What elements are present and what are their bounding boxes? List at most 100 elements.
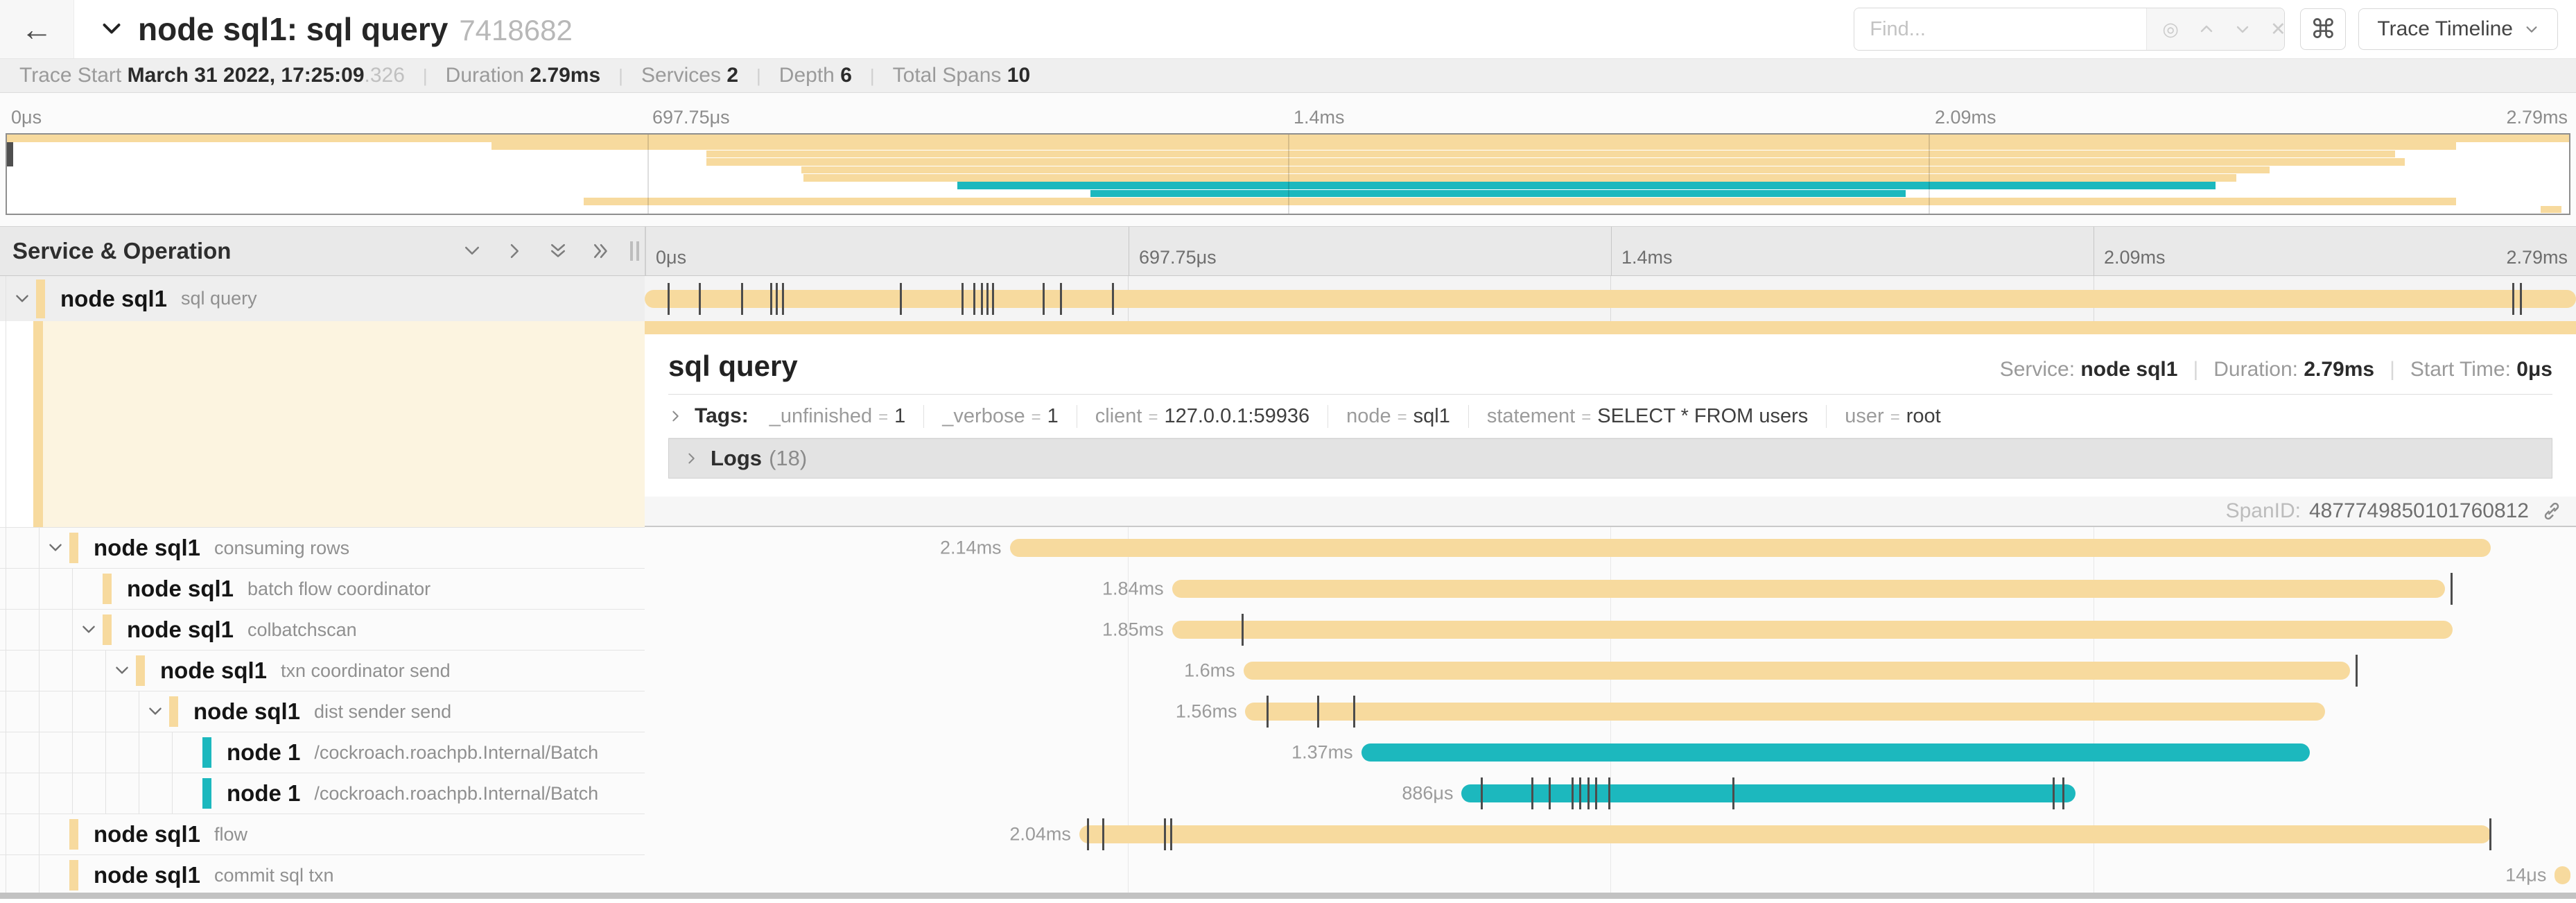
span-bar[interactable] — [1172, 579, 2445, 598]
trace-start-value: March 31 2022, 17:25:09 — [127, 64, 365, 87]
collapse-all-double-chevron-down-icon[interactable] — [548, 241, 568, 261]
span-log-tick[interactable] — [899, 282, 902, 315]
span-tree-item[interactable]: node sql1 flow — [0, 814, 645, 854]
span-service-name: node 1 — [227, 780, 301, 806]
deep-link-icon[interactable] — [2541, 501, 2562, 522]
span-duration-label: 2.14ms — [940, 537, 1002, 558]
span-tree-item[interactable]: node sql1 commit sql txn — [0, 854, 645, 895]
span-log-tick[interactable] — [1587, 777, 1590, 809]
span-log-tick[interactable] — [961, 282, 964, 315]
span-log-tick[interactable] — [2062, 777, 2064, 809]
span-log-tick[interactable] — [2356, 654, 2358, 687]
column-resizer-grip[interactable] — [630, 241, 639, 261]
span-log-tick[interactable] — [2512, 282, 2515, 315]
span-bar[interactable] — [645, 289, 2576, 308]
span-log-tick[interactable] — [1594, 777, 1597, 809]
span-log-tick[interactable] — [1608, 777, 1611, 809]
minimap-span-bar — [7, 135, 2569, 142]
tag-item: user = root — [1845, 404, 1941, 427]
span-bar[interactable] — [1245, 702, 2325, 721]
expand-all-double-chevron-right-icon[interactable] — [591, 241, 611, 261]
span-log-tick[interactable] — [1102, 818, 1105, 850]
span-log-tick[interactable] — [1732, 777, 1734, 809]
span-bar[interactable] — [1243, 661, 2351, 680]
logs-accordion[interactable]: Logs (18) — [668, 438, 2552, 479]
keyboard-shortcuts-button[interactable]: ⌘ — [2300, 8, 2347, 50]
collapse-one-chevron-down-icon[interactable] — [462, 241, 482, 261]
span-log-tick[interactable] — [781, 282, 784, 315]
span-tree-item[interactable]: node sql1 colbatchscan — [0, 609, 645, 650]
span-tree-item[interactable]: node 1/cockroach.roachpb.Internal/Batch — [0, 773, 645, 814]
clear-search-icon[interactable]: ✕ — [2270, 18, 2286, 40]
span-log-tick[interactable] — [1481, 777, 1483, 809]
span-duration-label: 886μs — [1402, 782, 1454, 803]
span-log-tick[interactable] — [1353, 695, 1356, 728]
back-button[interactable]: ← — [0, 0, 74, 58]
expand-one-chevron-right-icon[interactable] — [505, 241, 525, 261]
span-log-tick[interactable] — [986, 282, 989, 315]
span-log-tick[interactable] — [1579, 777, 1582, 809]
span-log-tick[interactable] — [2489, 818, 2491, 850]
span-tree-item[interactable]: node sql1 dist sender send — [0, 691, 645, 732]
minimap-tick-labels: 0μs 697.75μs 1.4ms 2.09ms 2.79ms — [6, 101, 2570, 133]
span-tree-item[interactable]: node 1/cockroach.roachpb.Internal/Batch — [0, 732, 645, 773]
span-log-tick[interactable] — [973, 282, 975, 315]
tags-accordion[interactable]: Tags: _unfinished = 1 _verbose = 1 client = 127.… — [668, 395, 2552, 438]
span-bar[interactable] — [1009, 538, 2491, 557]
span-log-tick[interactable] — [1112, 282, 1115, 315]
span-collapse-chevron-icon[interactable] — [8, 290, 36, 308]
span-log-tick[interactable] — [699, 282, 701, 315]
find-input[interactable] — [1854, 8, 2147, 50]
span-log-tick[interactable] — [1241, 613, 1244, 646]
next-result-chevron-down-icon[interactable] — [2234, 21, 2251, 37]
span-row: node sql1 commit sql txn 14μs — [0, 854, 2576, 895]
span-bar[interactable] — [1461, 784, 2076, 802]
span-bar[interactable] — [1079, 825, 2491, 843]
span-log-tick[interactable] — [1316, 695, 1319, 728]
trace-view-selector-button[interactable]: Trace Timeline — [2358, 8, 2558, 50]
span-log-tick[interactable] — [2450, 572, 2453, 605]
span-log-tick[interactable] — [776, 282, 778, 315]
span-log-tick[interactable] — [980, 282, 983, 315]
span-tree-item[interactable]: node sql1 txn coordinator send — [0, 650, 645, 691]
focus-match-icon[interactable]: ◎ — [2162, 18, 2179, 40]
prev-result-chevron-up-icon[interactable] — [2198, 21, 2215, 37]
span-tree-item[interactable]: node sql1 batch flow coordinator — [0, 568, 645, 609]
span-service-name: node sql1 — [94, 862, 201, 888]
minimap-canvas[interactable] — [6, 133, 2570, 215]
ruler-tick-label: 697.75μs — [1129, 227, 1611, 275]
span-operation-name: colbatchscan — [247, 619, 357, 640]
span-bar[interactable] — [1172, 620, 2453, 639]
span-timeline-cell: 2.04ms — [645, 814, 2576, 854]
span-log-tick[interactable] — [1572, 777, 1574, 809]
span-log-tick[interactable] — [1267, 695, 1269, 728]
horizontal-scrollbar[interactable] — [0, 893, 2576, 899]
span-log-tick[interactable] — [2520, 282, 2523, 315]
span-collapse-chevron-icon[interactable] — [75, 621, 103, 639]
span-timeline-cell: 1.56ms — [645, 691, 2576, 732]
span-bar[interactable] — [1361, 743, 2310, 762]
chevron-right-icon — [668, 409, 684, 424]
span-tree-item[interactable]: node sql1 consuming rows — [0, 527, 645, 568]
span-tree-item[interactable]: node sql1 sql query — [0, 276, 645, 321]
find-suffix: ◎ ✕ — [2146, 8, 2285, 50]
span-log-tick[interactable] — [1531, 777, 1533, 809]
span-log-tick[interactable] — [1086, 818, 1089, 850]
span-collapse-chevron-icon[interactable] — [108, 662, 136, 680]
span-log-tick[interactable] — [741, 282, 744, 315]
minimap-drag-handle[interactable] — [7, 135, 13, 166]
span-log-tick[interactable] — [1042, 282, 1045, 315]
tree-guide-line — [105, 691, 106, 732]
span-log-tick[interactable] — [1169, 818, 1172, 850]
span-log-tick[interactable] — [770, 282, 773, 315]
span-log-tick[interactable] — [992, 282, 995, 315]
span-log-tick[interactable] — [1164, 818, 1167, 850]
span-log-tick[interactable] — [1548, 777, 1551, 809]
span-bar[interactable] — [2555, 866, 2570, 884]
span-collapse-chevron-icon[interactable] — [141, 703, 169, 721]
span-log-tick[interactable] — [668, 282, 670, 315]
span-log-tick[interactable] — [2052, 777, 2055, 809]
span-log-tick[interactable] — [1059, 282, 1062, 315]
collapse-trace-header-chevron-icon[interactable] — [99, 17, 124, 42]
span-collapse-chevron-icon[interactable] — [42, 539, 69, 557]
